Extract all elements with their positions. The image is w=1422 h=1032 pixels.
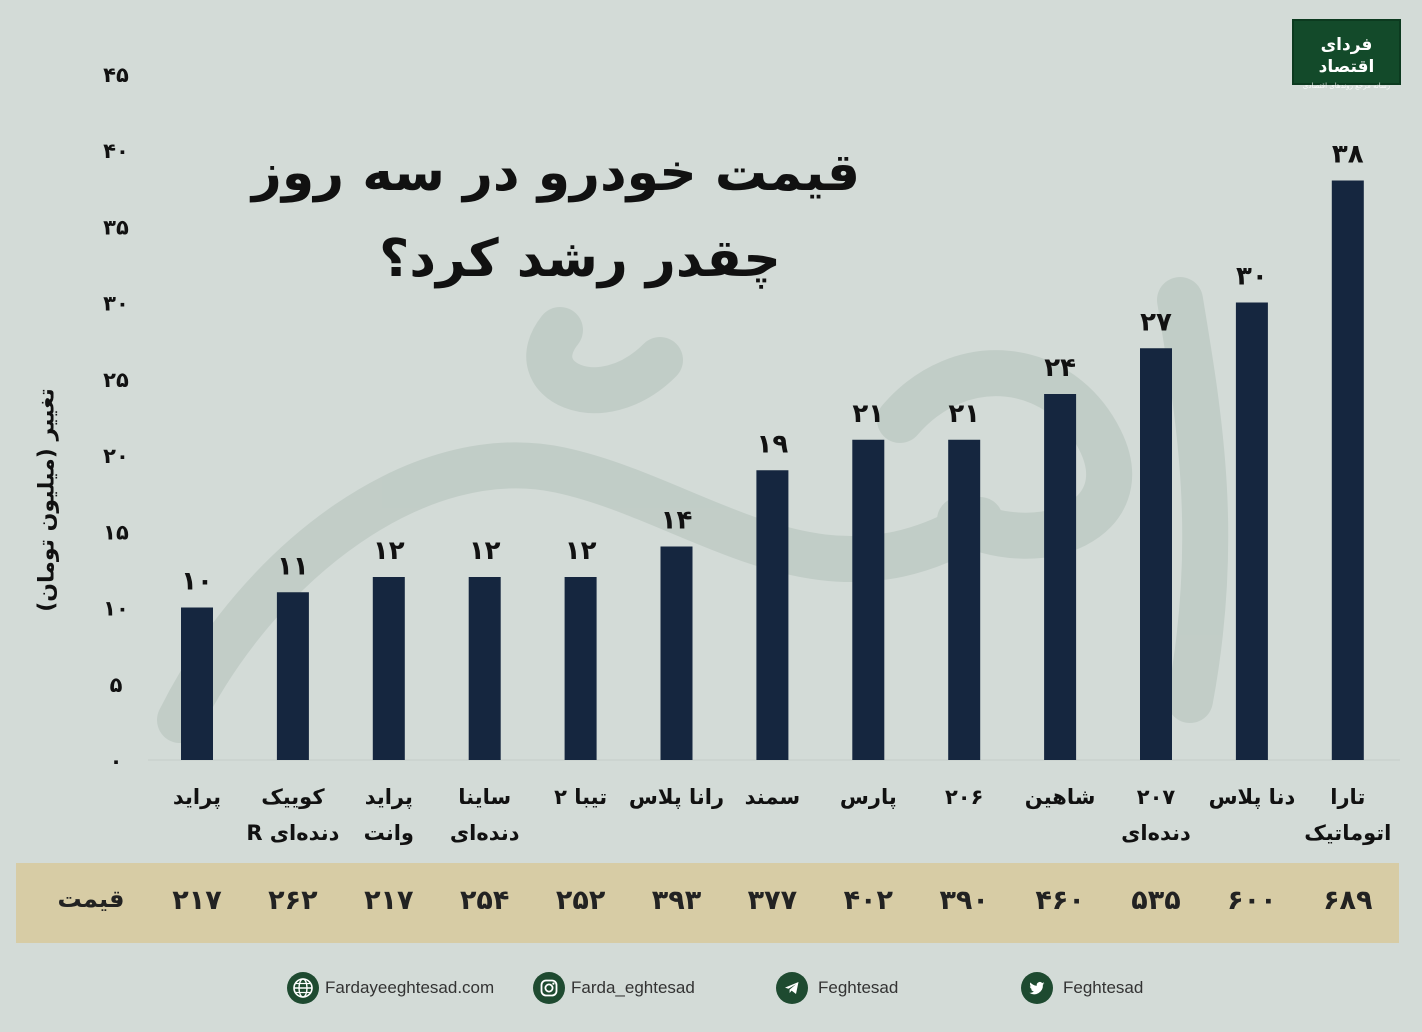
chart-title: قیمت خودرو در سه روز چقدر رشد کرد؟ [251,130,860,302]
bar-value-label: ۳۸ [1332,140,1364,170]
category-label: ساینا [458,785,511,809]
y-tick-label: ۱۵ [103,520,129,544]
footer-telegram[interactable]: Feghtesad [776,970,898,1006]
price-value: ۵۳۵ [1131,885,1181,916]
bar [852,439,885,760]
watermark-logo [157,277,1229,743]
y-tick-label: ۱۰ [103,597,129,621]
bar [948,439,981,760]
bar [468,577,501,760]
bar-value-label: ۱۰ [181,567,213,597]
category-label: کوییک [261,785,325,809]
bar-value-label: ۱۴ [661,506,693,536]
bar [181,607,213,760]
footer-instagram-text: Farda_eghtesad [571,978,695,997]
bar [1140,348,1172,760]
twitter-icon [1021,972,1053,1004]
chart-title-line-1: قیمت خودرو در سه روز [251,143,860,203]
y-tick-label: ۳۵ [103,215,129,239]
footer-twitter-text: Feghtesad [1063,978,1144,997]
price-value: ۳۹۳ [651,885,702,916]
category-label: پارس [840,785,897,809]
category-label: تیبا ۲ [554,785,607,809]
chart-title-line-2: چقدر رشد کرد؟ [379,229,781,289]
price-row: قیمت ۲۱۷ ۲۶۲ ۲۱۷ ۲۵۴ ۲۵۲ ۳۹۳ ۳۷۷ ۴۰۲ ۳۹۰ ۴۶۰ ۵۳۵ ۶۰… [16,863,1399,943]
bar [564,577,597,760]
category-label: دنده‌ای R [246,821,339,845]
bar [1331,180,1364,760]
y-tick-label: ۴۵ [103,63,129,87]
bar-value-label: ۲۷ [1140,307,1172,337]
category-label: دنده‌ای [1121,821,1191,845]
price-value: ۲۶۲ [268,885,318,916]
category-label: اتوماتیک [1304,821,1391,845]
price-value: ۳۹۰ [939,885,989,916]
y-axis-label: تغییر (میلیون تومان) [34,388,60,612]
bar-value-label: ۳۰ [1236,262,1268,292]
brand-logo: فردای اقتصاد رسانه مرجع روندهای اقتصادی [1292,19,1401,90]
bar [372,577,405,760]
y-tick-label: ۲۵ [103,368,129,392]
price-value: ۶۰۰ [1227,885,1277,916]
bar [660,546,693,760]
price-value: ۴۰۲ [843,885,894,916]
y-tick-label: ۴۰ [103,139,129,163]
bar-value-label: ۲۴ [1044,353,1076,383]
price-value: ۳۷۷ [747,885,798,916]
category-label: ۲۰۶ [945,785,983,809]
instagram-icon [533,972,565,1004]
price-row-label: قیمت [57,885,125,913]
category-label: دنا پلاس [1209,785,1296,809]
category-label: رانا پلاس [629,785,724,809]
y-tick-label: ۲۰ [103,444,129,468]
footer-telegram-text: Feghtesad [818,978,899,997]
bar [276,592,309,760]
price-value: ۲۱۷ [172,885,222,916]
bar-value-label: ۲۱ [852,399,884,429]
footer-instagram[interactable]: Farda_eghtesad [533,970,695,1006]
bar [1044,394,1077,760]
brand-logo-tagline: رسانه مرجع روندهای اقتصادی [1302,82,1391,90]
category-label: پراید [173,785,221,809]
price-value: ۴۶۰ [1035,885,1085,916]
globe-icon [287,972,319,1004]
footer-twitter[interactable]: Feghtesad [1021,970,1143,1006]
bar [1235,302,1268,760]
price-value: ۶۸۹ [1323,885,1373,916]
bar-value-label: ۱۲ [469,536,501,566]
y-tick-label: ۳۰ [103,292,129,316]
category-label: وانت [364,821,414,845]
bar-value-label: ۱۲ [565,536,597,566]
category-label: پراید [365,785,413,809]
bar-chart: ۰ ۵ ۱۰ ۱۵ ۲۰ ۲۵ ۳۰ ۳۵ ۴۰ ۴۵ ۱۰ ۱۱ ۱۲ ۱۲ ۱۲ ۱۴ ۱۹ ۲۱ ۲۱ ۲۴ ۲… [103,63,1400,845]
footer-website[interactable]: Fardayeeghtesad.com [287,970,494,1006]
category-label: شاهین [1025,785,1096,809]
price-value: ۲۱۷ [364,885,414,916]
category-label: ۲۰۷ [1137,785,1176,809]
price-value: ۲۵۴ [459,885,510,916]
price-value: ۲۵۲ [555,885,606,916]
category-label: تارا [1330,785,1365,809]
brand-logo-name: فردای اقتصاد [1318,35,1375,77]
bar-value-label: ۱۹ [757,429,789,459]
category-label: سمند [745,785,800,809]
category-label: دنده‌ای [450,821,520,845]
footer-website-text: Fardayeeghtesad.com [325,978,495,997]
bar-value-label: ۱۲ [373,536,405,566]
bar-value-label: ۱۱ [277,551,309,581]
y-tick-label: ۵ [110,673,123,697]
telegram-icon [776,972,808,1004]
bar-value-label: ۲۱ [948,399,980,429]
bar [756,470,789,760]
y-tick-label: ۰ [110,749,123,773]
